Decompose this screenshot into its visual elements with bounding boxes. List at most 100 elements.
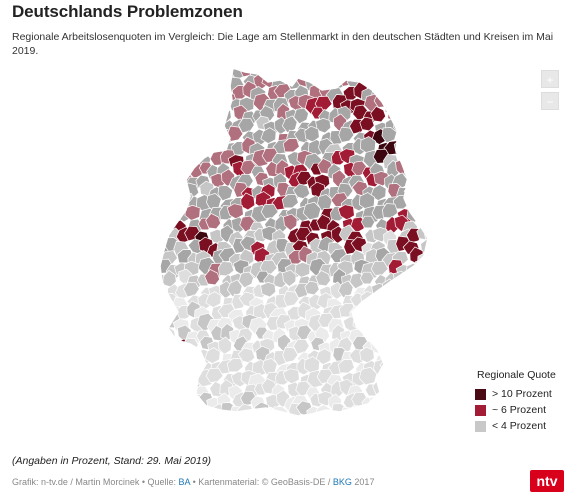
district-shape[interactable] bbox=[418, 314, 437, 334]
district-shape[interactable] bbox=[424, 152, 442, 168]
district-shape[interactable] bbox=[226, 279, 243, 298]
district-shape[interactable] bbox=[141, 359, 156, 376]
district-shape[interactable] bbox=[383, 328, 398, 346]
district-shape[interactable] bbox=[151, 231, 167, 248]
district-shape[interactable] bbox=[151, 77, 167, 94]
district-shape[interactable] bbox=[429, 238, 444, 254]
district-shape[interactable] bbox=[142, 60, 155, 65]
district-shape[interactable] bbox=[365, 402, 381, 419]
district-shape[interactable] bbox=[429, 314, 446, 328]
district-shape[interactable] bbox=[359, 271, 375, 285]
district-shape[interactable] bbox=[282, 346, 299, 363]
district-shape[interactable] bbox=[420, 163, 434, 177]
district-shape[interactable] bbox=[429, 159, 444, 175]
district-shape[interactable] bbox=[419, 65, 434, 80]
district-shape[interactable] bbox=[186, 120, 203, 137]
district-shape[interactable] bbox=[372, 72, 389, 89]
district-shape[interactable] bbox=[393, 61, 410, 79]
district-shape[interactable] bbox=[375, 296, 392, 313]
district-shape[interactable] bbox=[416, 70, 432, 88]
district-shape[interactable] bbox=[155, 392, 171, 409]
district-shape[interactable] bbox=[142, 128, 157, 144]
district-shape[interactable] bbox=[308, 64, 324, 79]
district-shape[interactable] bbox=[401, 296, 420, 313]
district-shape[interactable] bbox=[432, 412, 447, 428]
district-shape[interactable] bbox=[329, 60, 344, 69]
district-shape[interactable] bbox=[294, 60, 310, 69]
district-shape[interactable] bbox=[174, 418, 190, 431]
district-shape[interactable] bbox=[339, 60, 353, 67]
district-shape[interactable] bbox=[395, 340, 412, 359]
district-shape[interactable] bbox=[140, 415, 155, 432]
district-shape[interactable] bbox=[426, 307, 442, 325]
district-shape[interactable] bbox=[219, 60, 233, 67]
district-shape[interactable] bbox=[165, 109, 180, 127]
district-shape[interactable] bbox=[153, 308, 168, 326]
district-shape[interactable] bbox=[155, 159, 170, 177]
district-shape[interactable] bbox=[154, 370, 172, 386]
district-shape[interactable] bbox=[238, 117, 255, 134]
district-shape[interactable] bbox=[185, 350, 204, 367]
district-shape[interactable] bbox=[264, 65, 281, 81]
district-shape[interactable] bbox=[198, 411, 216, 429]
district-shape[interactable] bbox=[382, 78, 399, 95]
district-shape[interactable] bbox=[283, 290, 300, 307]
district-shape[interactable] bbox=[140, 395, 154, 409]
district-shape[interactable] bbox=[145, 277, 158, 289]
district-shape[interactable] bbox=[167, 382, 182, 400]
district-shape[interactable] bbox=[166, 339, 180, 358]
district-shape[interactable] bbox=[417, 406, 433, 423]
district-shape[interactable] bbox=[375, 66, 392, 82]
district-shape[interactable] bbox=[166, 132, 183, 149]
district-shape[interactable] bbox=[363, 304, 381, 322]
district-shape[interactable] bbox=[382, 203, 399, 219]
district-shape[interactable] bbox=[154, 215, 169, 233]
district-shape[interactable] bbox=[384, 351, 401, 368]
district-shape[interactable] bbox=[207, 107, 223, 125]
district-shape[interactable] bbox=[153, 119, 169, 136]
district-shape[interactable] bbox=[185, 356, 201, 375]
district-shape[interactable] bbox=[210, 94, 229, 110]
district-shape[interactable] bbox=[305, 60, 318, 63]
district-shape[interactable] bbox=[414, 107, 428, 121]
district-shape[interactable] bbox=[418, 350, 434, 368]
district-shape[interactable] bbox=[162, 82, 181, 98]
district-shape[interactable] bbox=[140, 165, 153, 177]
district-shape[interactable] bbox=[282, 60, 299, 78]
district-shape[interactable] bbox=[315, 269, 331, 287]
district-shape[interactable] bbox=[383, 407, 400, 423]
district-shape[interactable] bbox=[414, 146, 433, 166]
district-shape[interactable] bbox=[172, 394, 189, 413]
district-shape[interactable] bbox=[171, 66, 188, 84]
district-shape[interactable] bbox=[405, 85, 421, 104]
district-shape[interactable] bbox=[210, 417, 225, 433]
district-shape[interactable] bbox=[416, 60, 429, 64]
district-shape[interactable] bbox=[397, 130, 414, 147]
district-shape[interactable] bbox=[285, 419, 301, 432]
district-shape[interactable] bbox=[337, 280, 354, 299]
district-shape[interactable] bbox=[176, 94, 194, 111]
district-shape[interactable] bbox=[405, 72, 424, 89]
district-shape[interactable] bbox=[146, 220, 161, 234]
district-shape[interactable] bbox=[177, 114, 194, 133]
district-shape[interactable] bbox=[228, 60, 242, 66]
district-shape[interactable] bbox=[316, 62, 333, 78]
district-shape[interactable] bbox=[358, 366, 378, 386]
district-shape[interactable] bbox=[208, 130, 225, 147]
district-shape[interactable] bbox=[397, 60, 412, 71]
district-shape[interactable] bbox=[321, 418, 336, 434]
district-shape[interactable] bbox=[412, 258, 431, 278]
district-shape[interactable] bbox=[274, 412, 293, 427]
district-shape[interactable] bbox=[240, 192, 256, 211]
district-shape[interactable] bbox=[253, 60, 266, 66]
district-shape[interactable] bbox=[392, 326, 407, 344]
district-shape[interactable] bbox=[404, 128, 423, 145]
district-shape[interactable] bbox=[186, 99, 203, 116]
district-shape[interactable] bbox=[150, 202, 168, 218]
district-shape[interactable] bbox=[217, 185, 234, 202]
district-shape[interactable] bbox=[205, 212, 221, 230]
germany-choropleth-map[interactable] bbox=[0, 60, 575, 450]
district-shape[interactable] bbox=[143, 227, 157, 241]
district-shape[interactable] bbox=[382, 60, 396, 65]
district-shape[interactable] bbox=[369, 394, 386, 411]
